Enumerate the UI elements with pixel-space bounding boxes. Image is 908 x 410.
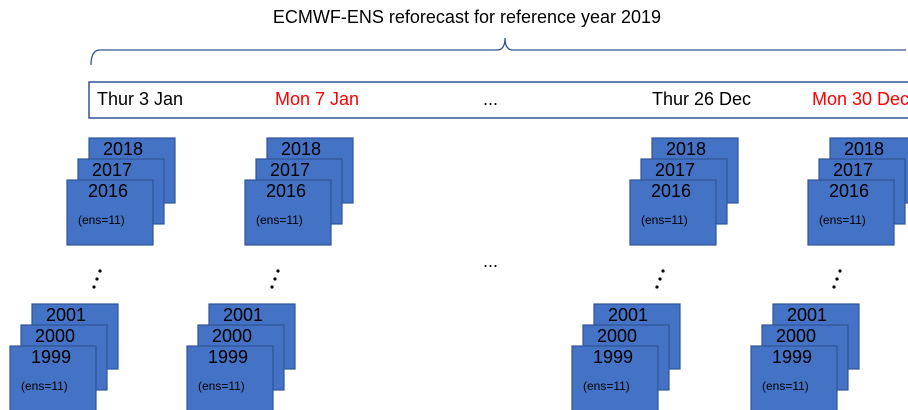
forecast-box: [244, 179, 332, 246]
year-label: 2017: [92, 160, 132, 180]
date-label: Mon 30 Dec: [812, 89, 908, 109]
year-label: 2001: [46, 305, 86, 325]
vertical-ellipsis-dot: [270, 285, 274, 289]
date-label: Thur 3 Jan: [97, 89, 183, 109]
year-label: 2000: [776, 326, 816, 346]
year-label: 2018: [666, 139, 706, 159]
forecast-box: [629, 179, 717, 246]
ens-label: (ens=11): [198, 379, 245, 393]
gap-ellipsis: ...: [483, 251, 498, 271]
year-label: 1999: [31, 347, 71, 367]
year-label: 1999: [208, 347, 248, 367]
forecast-box: [9, 345, 97, 410]
year-label: 1999: [772, 347, 812, 367]
year-label: 2001: [608, 305, 648, 325]
vertical-ellipsis-dot: [661, 269, 665, 273]
vertical-ellipsis-dot: [273, 277, 277, 281]
year-label: 2017: [833, 160, 873, 180]
vertical-ellipsis-dot: [832, 285, 836, 289]
year-label: 2001: [787, 305, 827, 325]
ens-label: (ens=11): [762, 379, 809, 393]
year-label: 2001: [223, 305, 263, 325]
timeline-bar: [88, 81, 908, 119]
gap-ellipsis: ...: [483, 89, 498, 109]
year-label: 2017: [655, 160, 695, 180]
year-label: 2017: [270, 160, 310, 180]
vertical-ellipsis-dot: [658, 277, 662, 281]
year-label: 2000: [212, 326, 252, 346]
year-label: 2016: [651, 181, 691, 201]
year-label: 1999: [593, 347, 633, 367]
title: ECMWF-ENS reforecast for reference year …: [273, 7, 661, 27]
year-label: 2018: [103, 139, 143, 159]
vertical-ellipsis-dot: [655, 285, 659, 289]
year-label: 2018: [281, 139, 321, 159]
year-label: 2018: [844, 139, 884, 159]
brace: [90, 37, 906, 66]
date-label: Mon 7 Jan: [275, 89, 359, 109]
vertical-ellipsis-dot: [92, 285, 96, 289]
ens-label: (ens=11): [256, 213, 303, 227]
forecast-box: [66, 179, 154, 246]
ens-label: (ens=11): [583, 379, 630, 393]
vertical-ellipsis-dot: [98, 269, 102, 273]
year-label: 2016: [829, 181, 869, 201]
date-label: Thur 26 Dec: [652, 89, 751, 109]
ens-label: (ens=11): [78, 213, 125, 227]
forecast-box: [186, 345, 274, 410]
ens-label: (ens=11): [641, 213, 688, 227]
vertical-ellipsis-dot: [276, 269, 280, 273]
year-label: 2000: [597, 326, 637, 346]
year-label: 2016: [266, 181, 306, 201]
forecast-box: [571, 345, 659, 410]
forecast-box: [750, 345, 838, 410]
vertical-ellipsis-dot: [835, 277, 839, 281]
year-label: 2016: [88, 181, 128, 201]
year-label: 2000: [35, 326, 75, 346]
vertical-ellipsis-dot: [95, 277, 99, 281]
vertical-ellipsis-dot: [838, 269, 842, 273]
forecast-box: [807, 179, 895, 246]
ens-label: (ens=11): [819, 213, 866, 227]
ens-label: (ens=11): [21, 379, 68, 393]
